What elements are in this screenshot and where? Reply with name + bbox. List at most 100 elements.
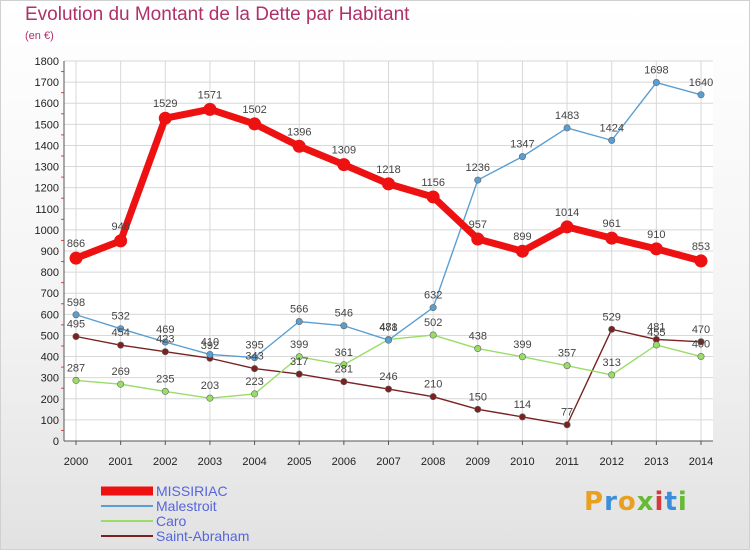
- data-point-saint-abraham: [429, 393, 437, 401]
- data-label-malestroit: 478: [379, 322, 397, 334]
- data-point-caro: [563, 362, 571, 370]
- x-tick-label: 2001: [108, 456, 132, 468]
- data-label-malestroit: 598: [67, 297, 85, 309]
- logo-letter: t: [664, 487, 678, 517]
- y-tick-label: 1100: [35, 204, 59, 216]
- logo-letter: o: [617, 487, 637, 517]
- data-label-caro: 235: [156, 373, 174, 385]
- x-tick-label: 2009: [466, 456, 490, 468]
- data-label-saint-abraham: 210: [424, 379, 442, 391]
- y-tick-label: 700: [41, 288, 59, 300]
- data-point-malestroit: [206, 350, 214, 358]
- data-label-missiriac: 957: [469, 219, 487, 231]
- data-label-caro: 357: [558, 348, 576, 360]
- data-point-saint-abraham: [384, 385, 392, 393]
- x-tick-label: 2010: [510, 456, 534, 468]
- data-label-missiriac: 1218: [376, 164, 400, 176]
- x-tick-label: 2000: [64, 456, 88, 468]
- data-label-caro: 502: [424, 317, 442, 329]
- gridlines: [64, 60, 713, 442]
- data-label-caro: 481: [379, 321, 397, 333]
- data-point-caro: [652, 341, 660, 349]
- data-point-missiriac: [203, 102, 217, 116]
- data-label-missiriac: 1529: [153, 98, 177, 110]
- logo-letter: i: [677, 487, 688, 517]
- data-label-saint-abraham: 392: [201, 340, 219, 352]
- data-label-missiriac: 1156: [421, 177, 445, 189]
- data-label-saint-abraham: 529: [603, 311, 621, 323]
- data-point-missiriac: [515, 244, 529, 258]
- data-point-saint-abraham: [72, 332, 80, 340]
- y-tick-label: 0: [53, 436, 59, 448]
- data-point-malestroit: [429, 304, 437, 312]
- data-point-caro: [72, 376, 80, 384]
- data-label-caro: 438: [469, 331, 487, 343]
- data-label-saint-abraham: 246: [379, 371, 397, 383]
- data-point-missiriac: [292, 139, 306, 153]
- data-point-missiriac: [69, 251, 83, 265]
- data-point-malestroit: [251, 354, 259, 362]
- data-label-missiriac: 1396: [287, 126, 311, 138]
- data-point-caro: [161, 387, 169, 395]
- y-tick-label: 1600: [35, 98, 59, 110]
- data-point-saint-abraham: [697, 338, 705, 346]
- data-point-missiriac: [649, 242, 663, 256]
- proxiti-logo: Proxiti: [584, 487, 688, 517]
- data-point-malestroit: [474, 176, 482, 184]
- data-label-saint-abraham: 423: [156, 334, 174, 346]
- data-label-caro: 203: [201, 380, 219, 392]
- data-point-missiriac: [605, 231, 619, 245]
- data-point-malestroit: [518, 153, 526, 161]
- data-label-saint-abraham: 454: [111, 327, 129, 339]
- data-label-caro: 313: [603, 357, 621, 369]
- data-point-missiriac: [114, 234, 128, 248]
- y-tick-label: 1700: [35, 77, 59, 89]
- y-tick-label: 1000: [35, 225, 59, 237]
- data-label-malestroit: 1698: [644, 65, 668, 77]
- data-point-caro: [518, 353, 526, 361]
- data-label-missiriac: 853: [692, 241, 710, 253]
- data-label-saint-abraham: 317: [290, 356, 308, 368]
- y-tick-label: 900: [41, 246, 59, 258]
- data-point-caro: [429, 331, 437, 339]
- legend-label-caro: Caro: [156, 513, 187, 529]
- data-label-malestroit: 410: [201, 336, 219, 348]
- data-label-saint-abraham: 495: [67, 319, 85, 331]
- data-point-saint-abraham: [251, 365, 259, 373]
- data-point-missiriac: [694, 254, 708, 268]
- x-tick-label: 2008: [421, 456, 445, 468]
- y-tick-label: 500: [41, 330, 59, 342]
- data-label-missiriac: 910: [647, 229, 665, 241]
- legend-label-missiriac: MISSIRIAC: [156, 483, 228, 499]
- logo-letter: P: [584, 487, 605, 517]
- data-point-malestroit: [117, 325, 125, 333]
- data-point-malestroit: [295, 318, 303, 326]
- data-label-malestroit: 532: [111, 311, 129, 323]
- data-label-caro: 361: [335, 347, 353, 359]
- data-point-caro: [474, 345, 482, 353]
- data-label-malestroit: 469: [156, 324, 174, 336]
- data-point-saint-abraham: [161, 348, 169, 356]
- data-point-missiriac: [426, 190, 440, 204]
- x-tick-label: 2012: [599, 456, 623, 468]
- series-lines: [69, 79, 708, 429]
- data-label-malestroit: 1347: [510, 139, 534, 151]
- y-tick-label: 200: [41, 394, 59, 406]
- data-label-caro: 400: [692, 339, 710, 351]
- tick-labels: 0 100 200 300 400 500 600 700 800 900 1000 1100 1200…: [35, 56, 714, 468]
- x-tick-label: 2004: [242, 456, 266, 468]
- data-point-missiriac: [337, 158, 351, 172]
- data-label-malestroit: 566: [290, 304, 308, 316]
- x-tick-label: 2003: [198, 456, 222, 468]
- data-label-caro: 287: [67, 362, 85, 374]
- x-tick-label: 2013: [644, 456, 668, 468]
- data-point-malestroit: [697, 91, 705, 99]
- data-label-malestroit: 395: [245, 340, 263, 352]
- data-point-malestroit: [72, 311, 80, 319]
- data-label-saint-abraham: 150: [469, 391, 487, 403]
- data-label-missiriac: 1502: [242, 104, 266, 116]
- data-label-malestroit: 1236: [466, 162, 490, 174]
